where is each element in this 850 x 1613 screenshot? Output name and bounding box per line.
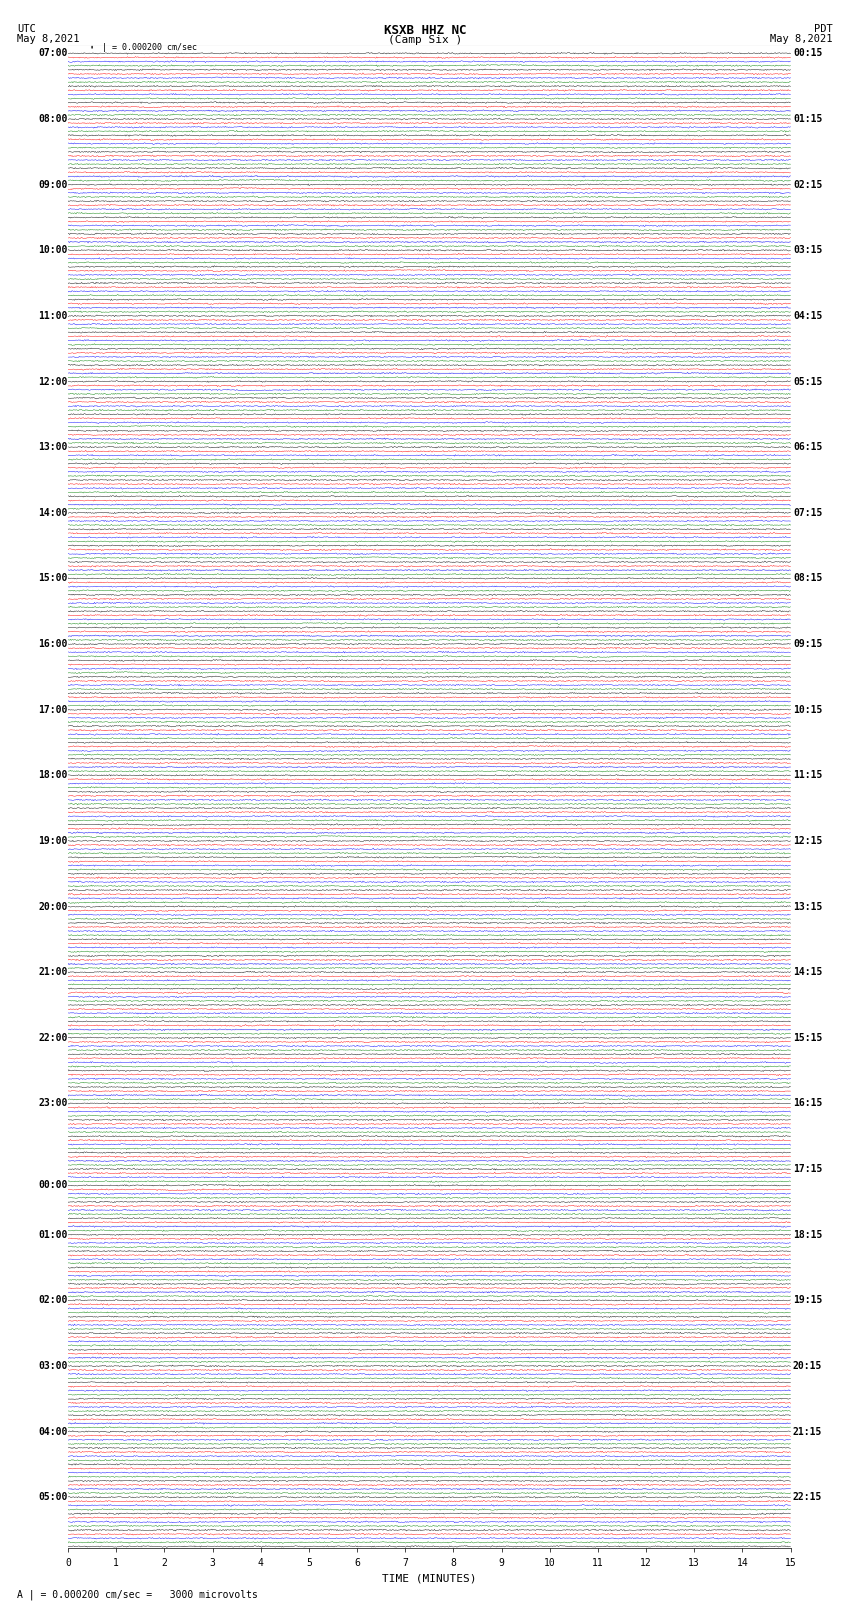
Text: 21:00: 21:00 bbox=[38, 968, 68, 977]
Text: 13:15: 13:15 bbox=[793, 902, 822, 911]
Text: 00:00: 00:00 bbox=[38, 1181, 68, 1190]
Text: 00:15: 00:15 bbox=[793, 48, 822, 58]
Text: 20:15: 20:15 bbox=[793, 1361, 822, 1371]
Text: 16:15: 16:15 bbox=[793, 1098, 822, 1108]
Text: 08:00: 08:00 bbox=[38, 115, 68, 124]
Text: 01:00: 01:00 bbox=[38, 1229, 68, 1240]
Text: 02:15: 02:15 bbox=[793, 179, 822, 190]
Text: 07:00: 07:00 bbox=[38, 48, 68, 58]
Text: 20:00: 20:00 bbox=[38, 902, 68, 911]
Text: 13:00: 13:00 bbox=[38, 442, 68, 452]
Text: 15:15: 15:15 bbox=[793, 1032, 822, 1042]
Text: 19:00: 19:00 bbox=[38, 836, 68, 845]
Text: 14:00: 14:00 bbox=[38, 508, 68, 518]
Text: PDT: PDT bbox=[814, 24, 833, 34]
Text: (Camp Six ): (Camp Six ) bbox=[388, 35, 462, 45]
Text: KSXB HHZ NC: KSXB HHZ NC bbox=[383, 24, 467, 37]
Text: 12:15: 12:15 bbox=[793, 836, 822, 845]
Text: 18:15: 18:15 bbox=[793, 1229, 822, 1240]
Text: 01:15: 01:15 bbox=[793, 115, 822, 124]
Text: 22:15: 22:15 bbox=[793, 1492, 822, 1502]
Text: 02:00: 02:00 bbox=[38, 1295, 68, 1305]
Text: 07:15: 07:15 bbox=[793, 508, 822, 518]
Text: 16:00: 16:00 bbox=[38, 639, 68, 648]
Text: 03:00: 03:00 bbox=[38, 1361, 68, 1371]
Text: 04:00: 04:00 bbox=[38, 1426, 68, 1437]
Text: 11:15: 11:15 bbox=[793, 771, 822, 781]
Text: A | = 0.000200 cm/sec =   3000 microvolts: A | = 0.000200 cm/sec = 3000 microvolts bbox=[17, 1589, 258, 1600]
Text: May 8,2021: May 8,2021 bbox=[770, 34, 833, 44]
Text: 17:00: 17:00 bbox=[38, 705, 68, 715]
Text: 15:00: 15:00 bbox=[38, 573, 68, 584]
Text: 22:00: 22:00 bbox=[38, 1032, 68, 1042]
X-axis label: TIME (MINUTES): TIME (MINUTES) bbox=[382, 1573, 477, 1582]
Text: 05:00: 05:00 bbox=[38, 1492, 68, 1502]
Text: 14:15: 14:15 bbox=[793, 968, 822, 977]
Text: 10:15: 10:15 bbox=[793, 705, 822, 715]
Text: 05:15: 05:15 bbox=[793, 376, 822, 387]
Text: 17:15: 17:15 bbox=[793, 1165, 822, 1174]
Text: 23:00: 23:00 bbox=[38, 1098, 68, 1108]
Text: 11:00: 11:00 bbox=[38, 311, 68, 321]
Text: 19:15: 19:15 bbox=[793, 1295, 822, 1305]
Text: 08:15: 08:15 bbox=[793, 573, 822, 584]
Text: 03:15: 03:15 bbox=[793, 245, 822, 255]
Text: 09:00: 09:00 bbox=[38, 179, 68, 190]
Text: 04:15: 04:15 bbox=[793, 311, 822, 321]
Text: May 8,2021: May 8,2021 bbox=[17, 34, 80, 44]
Text: 09:15: 09:15 bbox=[793, 639, 822, 648]
Text: 21:15: 21:15 bbox=[793, 1426, 822, 1437]
Text: 10:00: 10:00 bbox=[38, 245, 68, 255]
Text: 12:00: 12:00 bbox=[38, 376, 68, 387]
Text: UTC: UTC bbox=[17, 24, 36, 34]
Text: 06:15: 06:15 bbox=[793, 442, 822, 452]
Text: | = 0.000200 cm/sec: | = 0.000200 cm/sec bbox=[102, 42, 196, 52]
Text: 18:00: 18:00 bbox=[38, 771, 68, 781]
